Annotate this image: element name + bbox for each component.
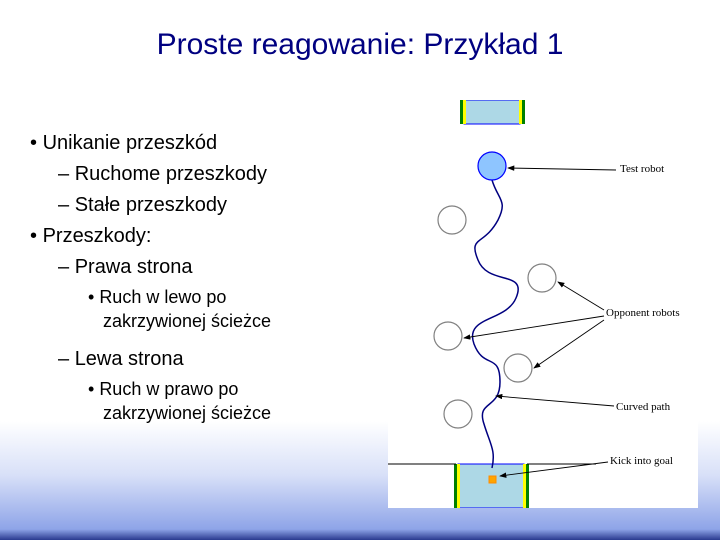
bullet-item: Lewa strona: [58, 346, 370, 373]
bullet-item: Stałe przeszkody: [58, 192, 370, 219]
svg-text:Opponent robots: Opponent robots: [606, 307, 680, 319]
bullet-list: Unikanie przeszkód Ruchome przeszkody St…: [30, 130, 370, 429]
bullet-item: Ruch w prawo po zakrzywionej ścieżce: [88, 377, 370, 426]
bullet-item: Unikanie przeszkód: [30, 130, 370, 157]
svg-text:Curved path: Curved path: [616, 401, 671, 413]
path-diagram: Test robot Opponent robots Curved path Kick…: [388, 100, 698, 508]
bullet-item: Ruchome przeszkody: [58, 161, 370, 188]
bullet-item: Prawa strona: [58, 254, 370, 281]
svg-text:Kick into goal: Kick into goal: [610, 455, 673, 467]
bullet-item: Ruch w lewo po zakrzywionej ścieżce: [88, 285, 370, 334]
bullet-item: Przeszkody:: [30, 223, 370, 250]
svg-text:Test robot: Test robot: [620, 163, 664, 175]
slide-title: Proste reagowanie: Przykład 1: [0, 0, 720, 62]
